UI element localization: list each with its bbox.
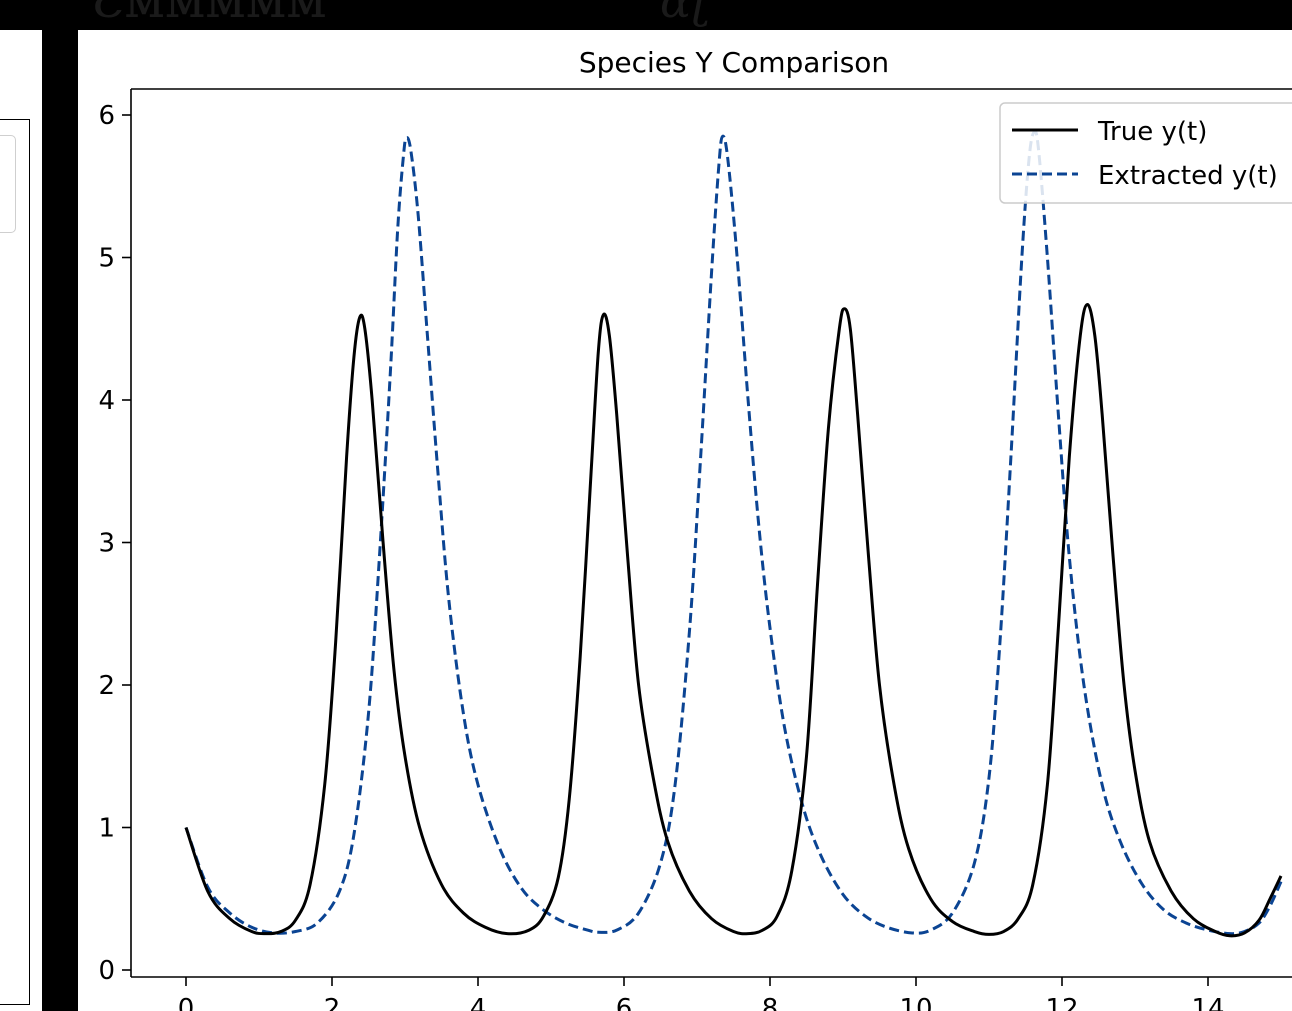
x-axis: 0 2 4 6 8 10 12 14 [178,977,1225,1011]
y-tick-label: 5 [98,244,115,274]
legend-label-extracted: Extracted y(t) [1098,161,1278,191]
legend-label-true: True y(t) [1097,117,1207,147]
series-line-true [184,303,1283,938]
top-strip: Ɛᴍᴍᴍᴍᴍ ɑɭ [0,0,1292,30]
y-tick-label: 2 [98,671,115,701]
x-tick-label: 12 [1045,994,1078,1011]
cropped-heading-fragment-italic: ɑɭ [660,0,708,28]
x-tick-label: 6 [616,994,633,1011]
y-tick-label: 6 [98,101,115,131]
x-tick-label: 8 [762,994,779,1011]
x-tick-label: 10 [899,994,932,1011]
y-tick-label: 0 [98,956,115,986]
left-axes-frame [0,119,30,1005]
panel-divider [42,30,78,1011]
left-legend-box [0,135,16,233]
y-axis: 0 1 2 3 4 5 6 [98,101,131,986]
cropped-heading-fragment: Ɛᴍᴍᴍᴍᴍ [92,0,327,30]
x-tick-label: 4 [470,994,487,1011]
y-tick-label: 1 [98,814,115,844]
chart-title: Species Y Comparison [579,46,889,79]
x-tick-label: 14 [1191,994,1224,1011]
legend-box [999,102,1292,204]
plot-series [184,130,1283,938]
series-line-extracted [184,130,1283,936]
y-tick-label: 4 [98,386,115,416]
x-tick-label: 0 [178,994,195,1011]
legend: True y(t) Extracted y(t) [999,102,1292,204]
left-chart-fragment [0,30,42,1011]
y-tick-label: 3 [98,529,115,559]
x-tick-label: 2 [324,994,341,1011]
